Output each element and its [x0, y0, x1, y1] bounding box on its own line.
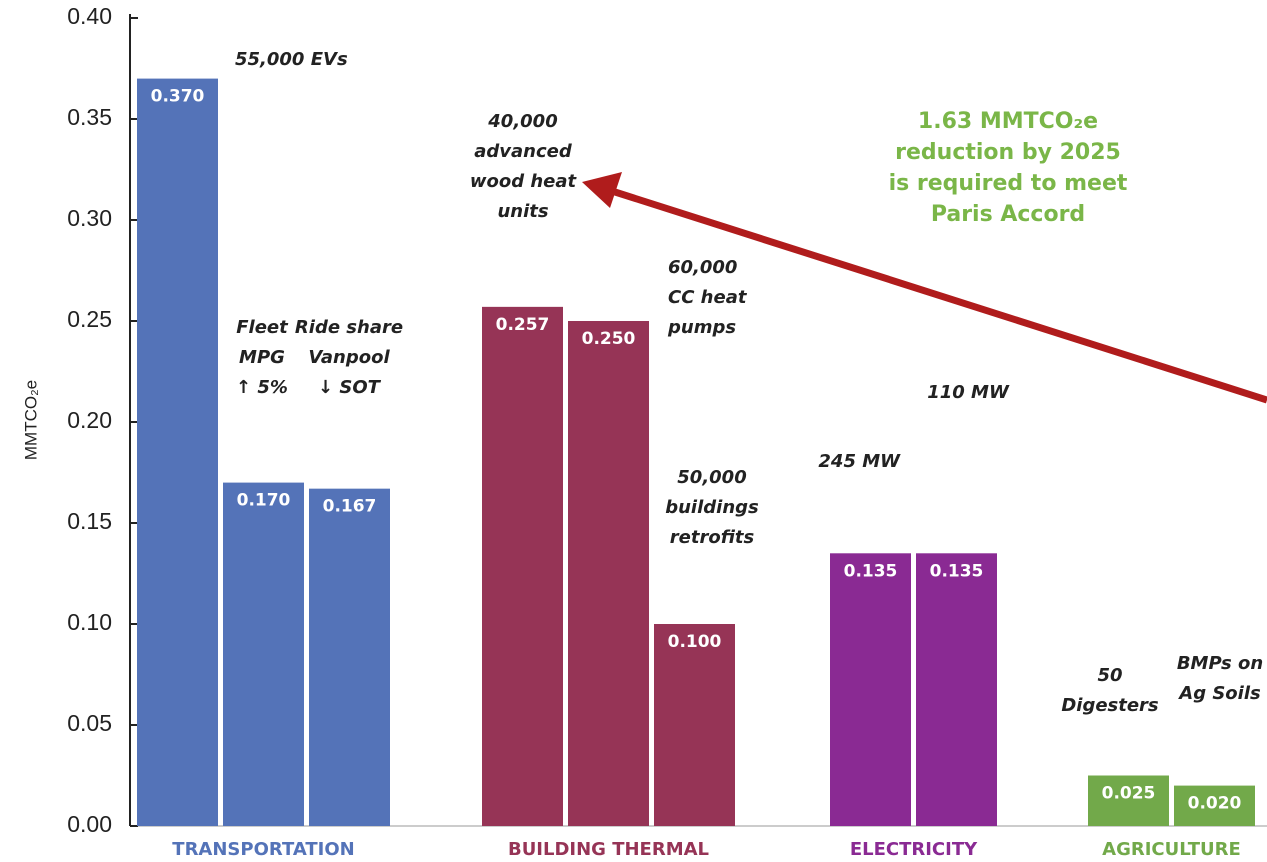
- group-label: ELECTRICITY: [850, 839, 978, 860]
- category-label: 60,000: [668, 257, 737, 278]
- category-label: Vanpool: [308, 347, 390, 368]
- category-label: ↑ 5%: [236, 377, 288, 398]
- category-label: Fleet: [236, 317, 289, 338]
- category-label: 50: [1097, 665, 1122, 686]
- category-label: Digesters: [1061, 695, 1159, 716]
- y-tick-label: 0.15: [67, 508, 112, 534]
- arrow: [582, 172, 1267, 404]
- y-tick-label: 0.40: [67, 3, 112, 29]
- annotation: is required to meet: [889, 171, 1128, 196]
- bar: [1174, 785, 1255, 826]
- y-axis-label: MMTCO₂e: [21, 380, 40, 460]
- value-label: 0.100: [668, 632, 722, 652]
- annotation: reduction by 2025: [895, 140, 1121, 165]
- category-label: BMPs on: [1177, 653, 1263, 674]
- bar: [482, 306, 563, 826]
- category-label: 55,000 EVs: [235, 49, 348, 70]
- group-label: TRANSPORTATION: [172, 839, 354, 860]
- value-label: 0.370: [151, 87, 205, 107]
- bar: [654, 624, 735, 826]
- category-label: pumps: [667, 317, 736, 338]
- value-label: 0.135: [844, 561, 898, 581]
- annotation: 1.63 MMTCO₂e: [918, 109, 1098, 134]
- y-tick-label: 0.00: [67, 811, 112, 837]
- category-label: advanced: [474, 141, 573, 162]
- category-label: 50,000: [677, 467, 746, 488]
- bar: [1088, 775, 1169, 826]
- value-label: 0.257: [496, 315, 550, 335]
- category-label: 245 MW: [818, 451, 901, 472]
- bar: [309, 488, 390, 826]
- category-label: Ride share: [295, 317, 403, 338]
- category-label: MPG: [239, 347, 285, 368]
- y-tick-label: 0.05: [67, 710, 112, 736]
- bar: [568, 321, 649, 826]
- category-label: ↓ SOT: [318, 377, 382, 398]
- y-tick-label: 0.30: [67, 205, 112, 231]
- category-label: retrofits: [670, 527, 755, 548]
- value-label: 0.250: [582, 329, 636, 349]
- annotation: Paris Accord: [931, 202, 1085, 227]
- value-label: 0.135: [930, 561, 984, 581]
- group-label: AGRICULTURE: [1102, 839, 1241, 860]
- bar: [830, 553, 911, 826]
- category-label: 40,000: [487, 111, 557, 132]
- value-label: 0.020: [1188, 794, 1242, 814]
- y-tick-label: 0.10: [67, 609, 112, 635]
- bar: [137, 78, 218, 827]
- category-label: CC heat: [668, 287, 748, 308]
- y-tick-label: 0.20: [67, 407, 112, 433]
- group-label: BUILDING THERMAL: [508, 839, 709, 860]
- value-label: 0.025: [1102, 784, 1156, 804]
- y-tick-label: 0.35: [67, 104, 112, 130]
- y-tick-label: 0.25: [67, 306, 112, 332]
- value-label: 0.170: [237, 491, 291, 511]
- category-label: Ag Soils: [1177, 683, 1261, 704]
- bar: [916, 553, 997, 826]
- value-label: 0.167: [323, 497, 377, 517]
- bar: [223, 482, 304, 826]
- category-label: buildings: [665, 497, 759, 518]
- category-label: 110 MW: [927, 382, 1010, 403]
- category-label: wood heat: [470, 171, 578, 192]
- category-label: units: [497, 201, 548, 222]
